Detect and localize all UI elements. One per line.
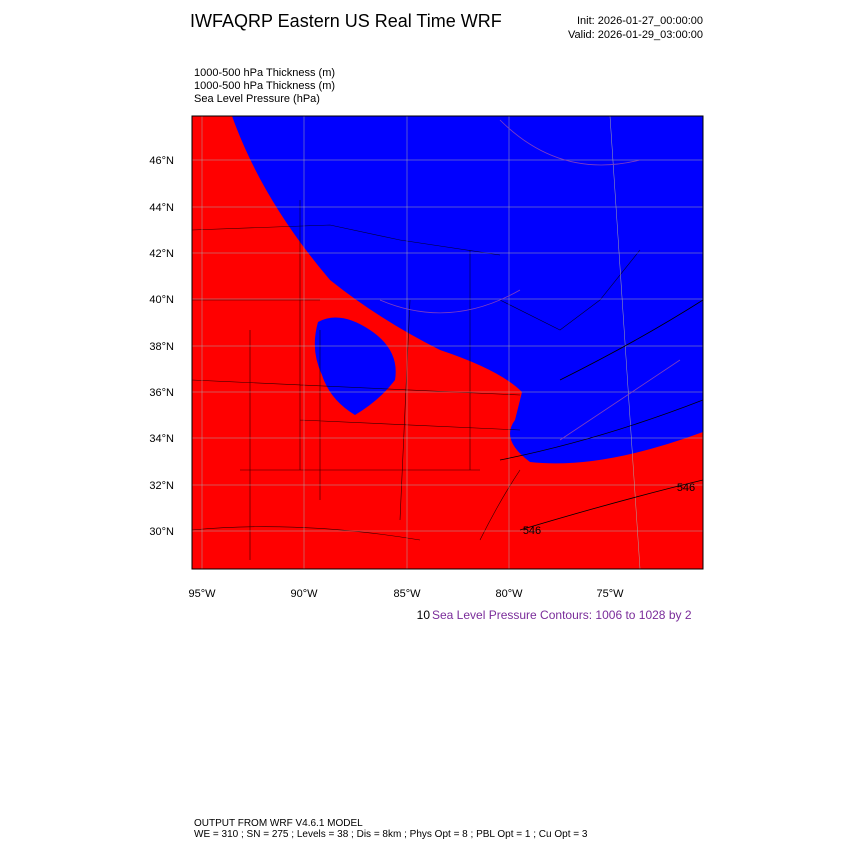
map-area: 546 546 xyxy=(192,116,703,569)
legend-text: Sea Level Pressure Contours: 1006 to 102… xyxy=(432,608,692,622)
lon-label: 80°W xyxy=(495,588,523,600)
plot-frame xyxy=(191,115,704,570)
lon-label: 90°W xyxy=(290,588,318,600)
lat-label: 46°N xyxy=(149,155,174,167)
lon-label: 85°W xyxy=(393,588,421,600)
lat-label: 40°N xyxy=(149,294,174,306)
borders xyxy=(192,200,641,560)
thickness-low xyxy=(314,317,396,415)
contour-label: 546 xyxy=(677,482,695,494)
lat-label: 44°N xyxy=(149,202,174,214)
lat-label: 42°N xyxy=(149,248,174,260)
pressure-contours xyxy=(379,119,681,441)
lat-label: 34°N xyxy=(149,433,174,445)
footer: OUTPUT FROM WRF V4.6.1 MODEL xyxy=(194,818,363,829)
lon-label: 95°W xyxy=(188,588,216,600)
lon-label: 75°W xyxy=(596,588,624,600)
graticule xyxy=(192,116,703,569)
lon-axis: 95°W 90°W 85°W 80°W 75°W xyxy=(188,588,624,600)
lat-label: 32°N xyxy=(149,480,174,492)
lat-label: 38°N xyxy=(149,341,174,353)
field-label: 1000-500 hPa Thickness (m) xyxy=(194,67,335,79)
footer: WE = 310 ; SN = 275 ; Levels = 38 ; Dis … xyxy=(194,829,588,840)
lat-axis: 46°N 44°N 42°N 40°N 38°N 36°N 34°N 32°N 30°N xyxy=(149,155,174,538)
legend-prefix: 10 xyxy=(417,608,431,622)
field-label: 1000-500 hPa Thickness (m) xyxy=(194,80,335,92)
valid-time: Valid: 2026-01-29_03:00:00 xyxy=(568,29,703,41)
title: IWFAQRP Eastern US Real Time WRF xyxy=(190,11,502,31)
lat-label: 30°N xyxy=(149,526,174,538)
contour-label: 546 xyxy=(523,525,541,537)
init-time: Init: 2026-01-27_00:00:00 xyxy=(577,15,703,27)
lat-label: 36°N xyxy=(149,387,174,399)
field-label: Sea Level Pressure (hPa) xyxy=(194,93,320,105)
thickness-contours xyxy=(499,299,703,531)
